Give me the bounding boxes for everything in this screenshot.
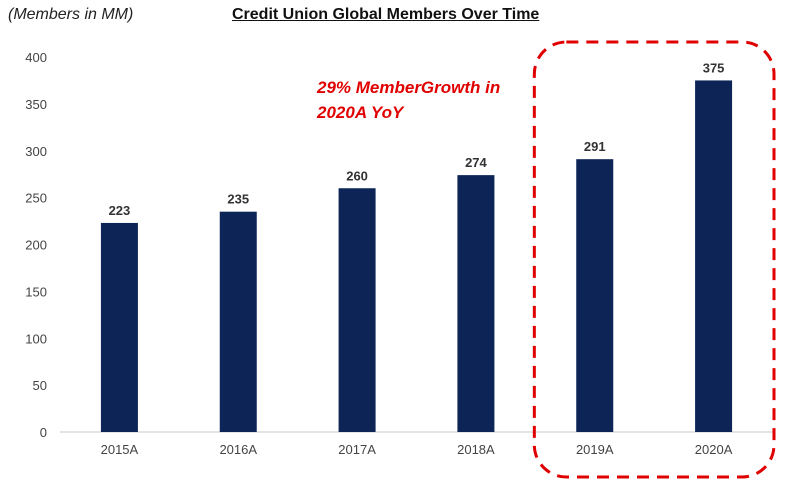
growth-annotation-line-1: 29% MemberGrowth in [316, 78, 500, 97]
y-tick-label: 350 [25, 97, 47, 112]
data-label: 291 [584, 139, 606, 154]
data-label: 223 [109, 203, 131, 218]
y-tick-label: 200 [25, 238, 47, 253]
x-tick-label: 2020A [695, 442, 733, 457]
bar [695, 80, 733, 432]
y-tick-label: 400 [25, 50, 47, 65]
growth-annotation-line-2: 2020A YoY [316, 103, 405, 122]
data-label: 235 [227, 192, 249, 207]
x-tick-label: 2018A [457, 442, 495, 457]
x-tick-label: 2016A [219, 442, 257, 457]
data-label: 375 [703, 60, 725, 75]
bar [576, 159, 614, 432]
x-axis: 2015A 2016A 2017A 2018A 2019A 2020A [101, 442, 733, 457]
x-tick-label: 2019A [576, 442, 614, 457]
data-label: 274 [465, 155, 487, 170]
y-tick-label: 0 [40, 425, 47, 440]
y-tick-label: 150 [25, 284, 47, 299]
bar [100, 222, 138, 432]
units-label: (Members in MM) [8, 6, 134, 23]
chart-title: Credit Union Global Members Over Time [232, 6, 540, 23]
bars-group: 223 235 260 274 291 375 [100, 60, 733, 432]
y-tick-label: 250 [25, 191, 47, 206]
y-tick-label: 50 [33, 378, 47, 393]
x-tick-label: 2015A [101, 442, 139, 457]
bar [338, 188, 376, 432]
y-tick-label: 300 [25, 144, 47, 159]
bar [457, 175, 495, 432]
bar [219, 211, 257, 432]
y-tick-label: 100 [25, 331, 47, 346]
highlight-box [532, 40, 776, 479]
x-tick-label: 2017A [338, 442, 376, 457]
y-axis: 0 50 100 150 200 250 300 350 400 [25, 50, 47, 440]
data-label: 260 [346, 168, 368, 183]
